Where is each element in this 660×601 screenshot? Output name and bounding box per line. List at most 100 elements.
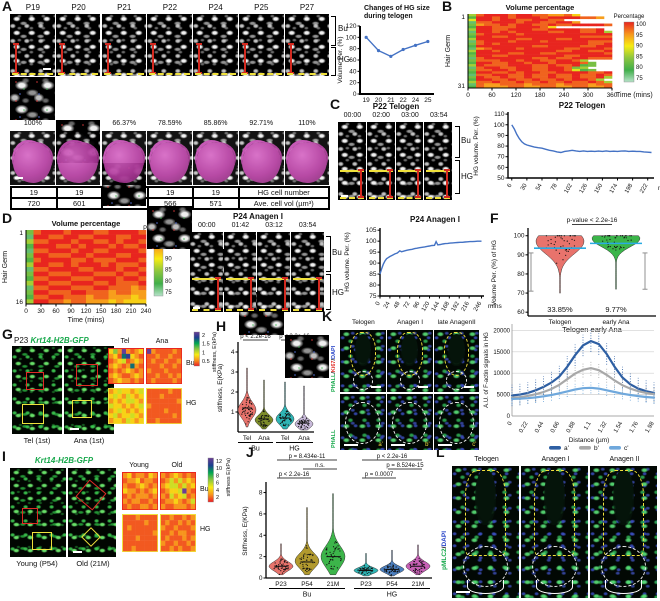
svg-text:HG volume. Per. (%): HG volume. Per. (%) (473, 116, 480, 176)
hg-3d-render (147, 131, 192, 185)
svg-text:p = 8.434e-11: p = 8.434e-11 (289, 454, 326, 460)
svg-text:Hair Germ: Hair Germ (2, 251, 9, 283)
stiffness-grid-ana-hg (146, 388, 182, 424)
hg-label: HG (338, 55, 350, 64)
hg-outline-dashed (345, 401, 381, 445)
timepoint-label: P25 (254, 3, 269, 12)
baseline-dashed (192, 309, 221, 311)
panel-l-column-headers: Telogen Anagen I Anagen II (452, 456, 658, 463)
hg-cell-closeup (284, 335, 330, 378)
panel-j-label: J (246, 444, 254, 460)
scale-bar (344, 443, 358, 446)
hg-top-line (426, 170, 451, 173)
svg-text:early Ana: early Ana (602, 319, 629, 326)
hg-extent-bar (248, 276, 255, 310)
svg-text:HG volume. Per. (%): HG volume. Per. (%) (344, 232, 351, 292)
svg-text:222: 222 (639, 182, 650, 194)
timestamp-label: 03:00 (401, 112, 419, 119)
basement-arc (535, 579, 574, 595)
bu-roi-box (22, 508, 38, 524)
svg-text:70: 70 (517, 290, 525, 297)
svg-text:22: 22 (400, 97, 408, 104)
stain-label-bottom: PHALL (331, 429, 337, 448)
hg-3d-render (101, 131, 147, 185)
bu-roi-box (26, 372, 44, 390)
svg-text:2: 2 (231, 389, 235, 396)
basement-arc (466, 579, 505, 595)
svg-text:95: 95 (636, 33, 643, 39)
bu-label: Bu (332, 248, 342, 257)
svg-text:8: 8 (216, 473, 219, 479)
svg-text:80: 80 (369, 282, 377, 289)
svg-text:78: 78 (550, 182, 559, 191)
ana-image-label: Ana (1st) (73, 436, 105, 445)
follicle-outline-dashed (465, 469, 506, 556)
svg-text:1: 1 (19, 230, 23, 237)
column-header: Telogen (351, 319, 375, 326)
volume-percentage-value: 66.37% (112, 120, 137, 127)
ana-image (64, 346, 114, 434)
follicle-outline-dashed (443, 332, 470, 376)
hg-3d-render (55, 131, 101, 185)
dapi-label: DAPI (331, 345, 337, 359)
svg-text:80: 80 (517, 271, 525, 278)
svg-text:198: 198 (624, 182, 635, 194)
svg-text:246: 246 (473, 300, 484, 312)
avg-cell-volume-value: 720 (11, 198, 57, 209)
column-header: Anagen I (541, 456, 570, 463)
svg-text:HG: HG (289, 446, 300, 453)
scale-bar (341, 194, 348, 197)
follicle-image (338, 122, 366, 200)
follicle-outline-dashed (534, 469, 575, 556)
hg-phalloidin-image: a' (340, 394, 386, 450)
grid-col-tel: Tel (120, 338, 130, 345)
svg-text:stiffness E(kPa): stiffness E(kPa) (226, 458, 232, 497)
bu-label: Bu (200, 486, 209, 493)
panel-c-timestamps: 00:00 02:00 03:00 03:54 (338, 112, 454, 119)
svg-text:Hair Germ: Hair Germ (445, 35, 452, 67)
svg-text:1: 1 (461, 14, 465, 21)
basement-arc (604, 579, 643, 595)
panel-i-label: I (2, 448, 6, 464)
pmlc2-stain-image (452, 466, 519, 598)
svg-text:b': b' (594, 445, 599, 452)
scale-bar (42, 67, 51, 70)
follicle-image (239, 14, 284, 76)
scale-bar (464, 385, 475, 388)
svg-text:p < 2.2e-16: p < 2.2e-16 (279, 472, 310, 478)
follicle-outline-dashed (396, 332, 423, 376)
svg-text:p-value < 2.2e-16: p-value < 2.2e-16 (567, 217, 618, 224)
svg-text:210: 210 (126, 308, 137, 315)
column-header: Anagen I (397, 319, 424, 326)
svg-text:2: 2 (259, 554, 263, 561)
hg-extent-bar (386, 168, 393, 198)
baseline-dashed (259, 309, 289, 311)
svg-text:144: 144 (431, 300, 442, 312)
svg-text:100: 100 (636, 22, 647, 28)
svg-text:p < 2.2e-16: p < 2.2e-16 (377, 454, 408, 460)
hg-3d-render (284, 131, 330, 185)
svg-text:p < 2.2e-16: p < 2.2e-16 (240, 334, 271, 340)
scale-bar (390, 443, 405, 446)
baseline-dashed (286, 73, 328, 75)
svg-text:0: 0 (375, 300, 382, 306)
follicle-image (193, 14, 238, 76)
avg-cell-volume-value: 571 (193, 198, 239, 209)
panel-a-label: A (2, 0, 13, 14)
stiffness-grid-tel-bu (108, 348, 144, 384)
follicle-image (190, 232, 223, 312)
hg-top-line (397, 170, 422, 173)
stiffness-violin-chart: 1 2 3 4 stiffness, E(KPa) Tel Ana Tel Ana Bu HG p <… (217, 334, 314, 453)
svg-text:0.5: 0.5 (202, 359, 210, 365)
stiffness-grid-young-hg (122, 514, 158, 552)
svg-text:4: 4 (216, 488, 219, 494)
svg-text:during telogen: during telogen (364, 13, 413, 20)
gene-label: Krt14-H2B-GFP (30, 336, 89, 345)
svg-text:15000: 15000 (493, 350, 510, 356)
svg-text:24: 24 (383, 300, 392, 309)
svg-text:6: 6 (216, 481, 219, 487)
hg-cell-number-label: HG cell number (238, 187, 329, 198)
bu-label: Bu (461, 136, 471, 145)
baseline-dashed (340, 197, 364, 199)
hg-segmentation-blob (12, 141, 52, 183)
